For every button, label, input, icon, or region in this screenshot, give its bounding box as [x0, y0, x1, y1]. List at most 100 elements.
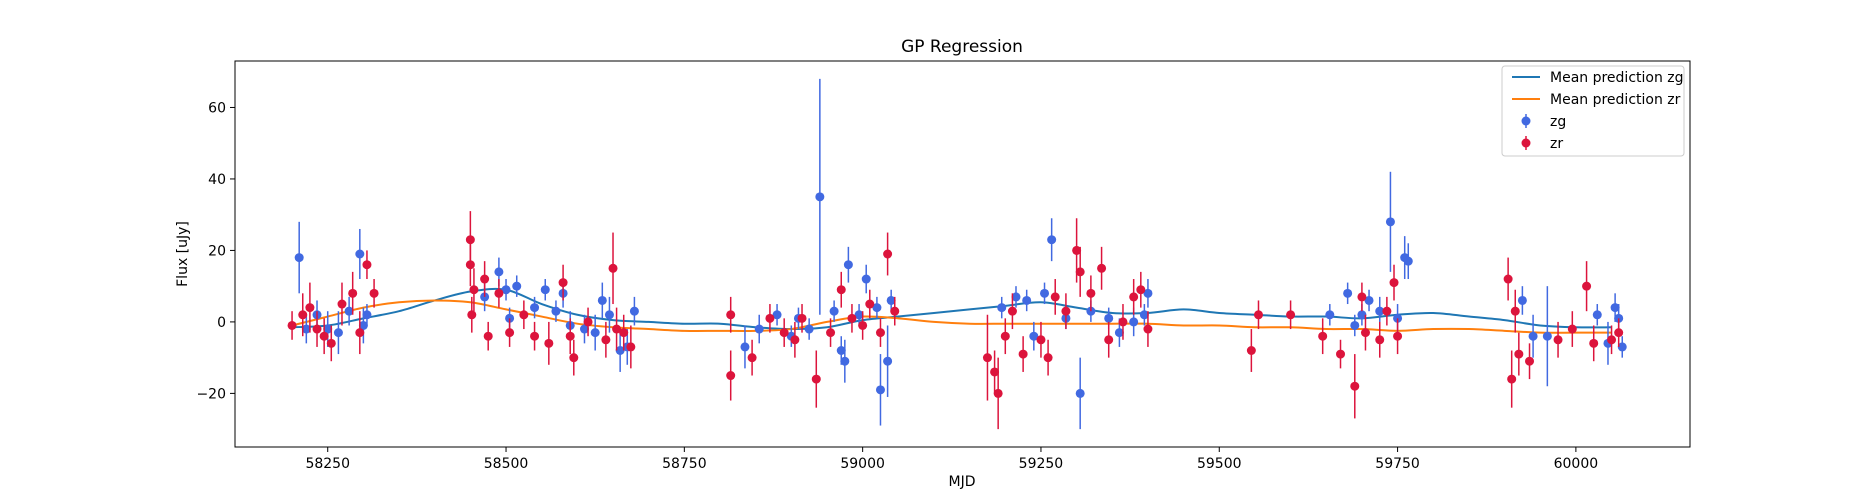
data-point-zr — [883, 249, 893, 259]
data-point-zg — [358, 320, 368, 330]
data-point-zg — [530, 303, 540, 313]
data-point-zr — [467, 310, 477, 320]
data-point-zg — [1357, 310, 1367, 320]
y-tick-label: −20 — [196, 386, 226, 402]
chart-title: GP Regression — [901, 37, 1023, 57]
data-point-zg — [843, 260, 853, 270]
data-point-zr — [480, 274, 490, 284]
data-point-zr — [1129, 292, 1139, 302]
data-point-zr — [544, 338, 554, 348]
data-point-zr — [1503, 274, 1513, 284]
data-point-zr — [1357, 292, 1367, 302]
data-point-zg — [294, 253, 304, 263]
data-point-zg — [1047, 235, 1057, 245]
x-tick-label: 59000 — [840, 456, 885, 472]
y-tick-label: 0 — [217, 315, 226, 331]
data-point-zg — [629, 306, 639, 316]
data-point-zg — [512, 281, 522, 291]
data-point-zr — [1360, 328, 1370, 338]
data-point-zr — [1086, 288, 1096, 298]
data-point-zg — [861, 274, 871, 284]
data-point-zr — [619, 328, 629, 338]
data-point-zg — [540, 285, 550, 295]
data-point-zg — [301, 324, 311, 334]
data-point-zr — [1000, 331, 1010, 341]
data-point-zg — [333, 328, 343, 338]
data-point-zg — [344, 306, 354, 316]
data-point-zr — [1072, 245, 1082, 255]
data-point-zg — [1592, 310, 1602, 320]
data-point-zr — [847, 313, 857, 323]
data-point-zr — [747, 353, 757, 363]
data-point-zr — [326, 338, 336, 348]
data-point-zr — [790, 335, 800, 345]
data-point-zg — [551, 306, 561, 316]
data-point-zr — [465, 235, 475, 245]
data-point-zg — [1350, 320, 1360, 330]
data-point-zg — [1129, 317, 1139, 327]
data-point-zg — [1011, 292, 1021, 302]
data-point-zr — [612, 324, 622, 334]
data-point-zr — [890, 306, 900, 316]
data-point-zr — [1036, 335, 1046, 345]
data-point-zg — [754, 324, 764, 334]
data-point-zr — [626, 342, 636, 352]
data-point-zr — [319, 331, 329, 341]
data-point-zr — [355, 328, 365, 338]
data-point-zg — [604, 310, 614, 320]
data-point-zg — [501, 285, 511, 295]
data-point-zr — [608, 263, 618, 273]
data-point-zg — [883, 356, 893, 366]
data-point-zg — [579, 324, 589, 334]
data-point-zg — [829, 306, 839, 316]
y-tick-label: 40 — [208, 172, 226, 188]
data-point-zg — [1517, 295, 1527, 305]
data-point-zg — [815, 192, 825, 202]
data-point-zg — [1375, 306, 1385, 316]
legend-label-zr: zr — [1550, 136, 1563, 152]
data-point-zr — [1097, 263, 1107, 273]
data-point-zr — [505, 328, 515, 338]
data-point-zg — [1040, 288, 1050, 298]
data-point-zr — [1318, 331, 1328, 341]
data-point-zr — [1607, 335, 1617, 345]
data-point-zr — [826, 328, 836, 338]
data-point-zr — [1043, 353, 1053, 363]
data-point-zg — [1343, 288, 1353, 298]
data-point-zg — [1104, 313, 1114, 323]
data-point-zr — [1336, 349, 1346, 359]
legend-swatch-zg-marker — [1521, 116, 1531, 126]
data-point-zr — [1253, 310, 1263, 320]
data-point-zg — [1143, 288, 1153, 298]
data-point-zg — [597, 295, 607, 305]
data-point-zg — [590, 328, 600, 338]
y-axis-ticks: −20 0 20 40 60 — [196, 100, 235, 402]
data-point-zr — [875, 328, 885, 338]
data-point-zr — [601, 335, 611, 345]
data-point-zr — [1143, 324, 1153, 334]
x-tick-label: 58500 — [484, 456, 529, 472]
data-point-zr — [1375, 335, 1385, 345]
data-point-zr — [1614, 328, 1624, 338]
data-point-zr — [494, 288, 504, 298]
data-point-zr — [558, 278, 568, 288]
data-point-zg — [323, 324, 333, 334]
data-point-zr — [298, 310, 308, 320]
data-point-zg — [886, 295, 896, 305]
data-point-zg — [854, 310, 864, 320]
data-point-zg — [997, 303, 1007, 313]
data-point-zr — [369, 288, 379, 298]
data-point-zr — [779, 328, 789, 338]
data-point-zr — [287, 320, 297, 330]
legend-swatch-zr-marker — [1521, 138, 1531, 148]
data-point-zg — [1385, 217, 1395, 227]
data-point-zr — [1525, 356, 1535, 366]
data-point-zg — [872, 303, 882, 313]
data-point-zr — [1589, 338, 1599, 348]
data-point-zr — [858, 320, 868, 330]
y-tick-label: 20 — [208, 243, 226, 259]
data-point-zg — [1364, 295, 1374, 305]
data-point-zr — [836, 285, 846, 295]
data-point-zg — [615, 346, 625, 355]
data-point-zr — [865, 299, 875, 309]
